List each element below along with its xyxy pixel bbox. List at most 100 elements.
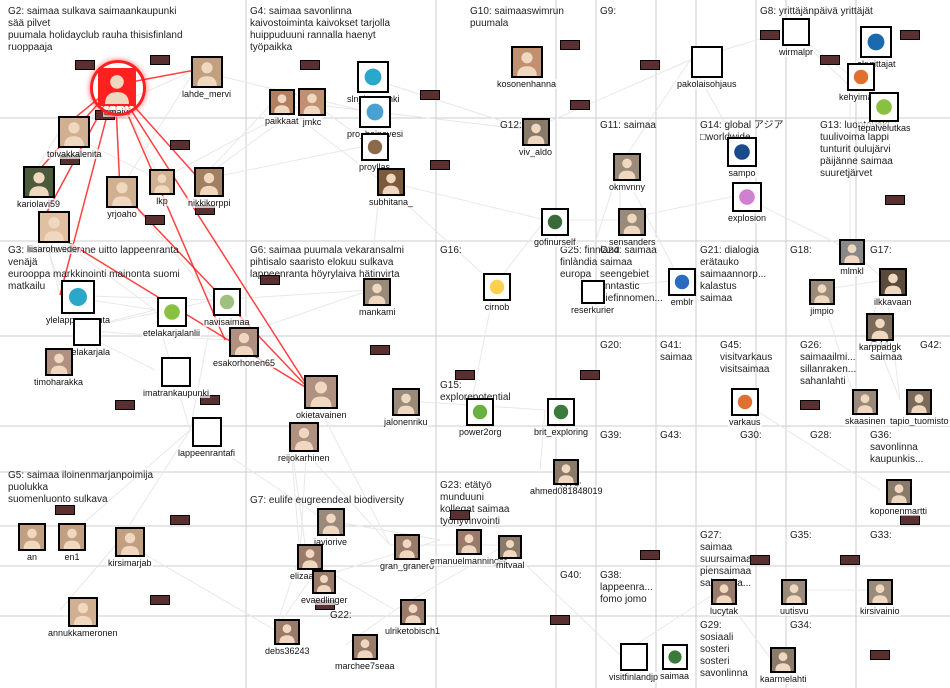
node-toivakkalenita[interactable]: toivakkalenita xyxy=(46,116,103,159)
node-label: timoharakka xyxy=(33,377,84,387)
avatar xyxy=(781,579,807,605)
node-subhitana[interactable]: subhitana_ xyxy=(368,168,414,207)
node-lkp[interactable]: lkp xyxy=(149,169,175,206)
node-reserkurier[interactable]: reserkurier xyxy=(570,280,615,315)
node-visitvarkaus[interactable]: varkaus xyxy=(728,388,762,427)
avatar xyxy=(304,375,338,409)
node-ilkkavaan[interactable]: ilkkavaan xyxy=(873,268,913,307)
node-karppadgk[interactable]: karppadgk xyxy=(858,313,902,352)
node-kirsivainio[interactable]: kirsivainio xyxy=(859,579,901,616)
node-evaedlinger[interactable]: evaedlinger xyxy=(300,570,349,605)
node-paikkaat[interactable]: paikkaat xyxy=(264,89,300,126)
node-skaasinen[interactable]: skaasinen xyxy=(844,389,887,426)
node-annukkameronen[interactable]: annukkameronen xyxy=(47,597,119,638)
node-sensanders[interactable]: sensanders xyxy=(608,208,657,247)
avatar xyxy=(68,597,98,627)
node-liisarohweder[interactable]: liisarohweder xyxy=(26,211,81,254)
node-uutisvu[interactable]: uutisvu xyxy=(779,579,810,616)
node-timoharakka[interactable]: timoharakka xyxy=(33,348,84,387)
node-cirnob[interactable]: cirnob xyxy=(483,273,511,312)
node-visitfinland[interactable]: visitfinlandjp xyxy=(608,643,659,682)
avatar xyxy=(866,313,894,341)
node-koponenmartti[interactable]: koponenmartti xyxy=(869,479,928,516)
node-reijokarhinen[interactable]: reijokarhinen xyxy=(277,422,331,463)
node-mankami[interactable]: mankami xyxy=(358,278,397,317)
node-kariolavi59[interactable]: kariolavi59 xyxy=(16,166,61,209)
node-sampo[interactable]: sampo xyxy=(727,137,757,178)
node-imatrankaupunki[interactable]: imatrankaupunki xyxy=(142,357,210,398)
node-label: kirsimarjab xyxy=(107,558,153,568)
node-explosion[interactable]: explosion xyxy=(727,182,767,223)
node-tapio_tuomisto[interactable]: tapio_tuomisto xyxy=(889,389,950,426)
mini-node xyxy=(640,60,660,70)
node-kaarmelahti[interactable]: kaarmelahti xyxy=(759,647,808,684)
node-label: uutisvu xyxy=(779,606,810,616)
node-jalonenriku[interactable]: jalonenriku xyxy=(383,388,429,427)
mini-node xyxy=(750,555,770,565)
node-gofinurself[interactable]: gofinurself xyxy=(533,208,577,247)
node-kosonenhanna[interactable]: kosonenhanna xyxy=(496,46,557,89)
avatar xyxy=(213,288,241,316)
group-label-G17: G17: xyxy=(870,245,892,257)
group-label-G23: G23: etätyö munduuni kollegat saimaa työ… xyxy=(440,480,509,528)
node-power2org[interactable]: power2org xyxy=(458,398,503,437)
group-label-G11: G11: saimaa xyxy=(600,120,656,132)
node-lucytak[interactable]: lucytak xyxy=(709,579,739,616)
node-brit_exploring[interactable]: brit_exploring xyxy=(533,398,589,437)
avatar xyxy=(361,133,389,161)
node-jimpio[interactable]: jimpio xyxy=(809,279,835,316)
node-label: imatrankaupunki xyxy=(142,388,210,398)
node-okietavainen[interactable]: okietavainen xyxy=(295,375,348,420)
node-okmvnny[interactable]: okmvnny xyxy=(608,153,646,192)
mini-node xyxy=(430,160,450,170)
node-esakorhonen65[interactable]: esakorhonen65 xyxy=(212,327,276,368)
group-label-G30: G30: xyxy=(740,430,762,442)
node-label: kirsivainio xyxy=(859,606,901,616)
group-label-G41: G41: saimaa xyxy=(660,340,692,364)
node-yrjoaho[interactable]: yrjoaho xyxy=(106,176,138,219)
node-ahmed[interactable]: ahmed081848019 xyxy=(529,459,604,496)
mini-node xyxy=(885,195,905,205)
node-nikkikorppi[interactable]: nikkikorppi xyxy=(187,167,232,208)
node-jmkc[interactable]: jmkc xyxy=(298,88,326,127)
node-pakolaisohjaus[interactable]: pakolaisohjaus xyxy=(676,46,738,89)
node-label: wirmalpr xyxy=(778,47,814,57)
node-navisaimaa[interactable]: navisaimaa xyxy=(203,288,251,327)
node-lahde_mervi[interactable]: lahde_mervi xyxy=(181,56,232,99)
node-marchee7seaa[interactable]: marchee7seaa xyxy=(334,634,396,671)
avatar xyxy=(668,268,696,296)
node-kirsimarjab[interactable]: kirsimarjab xyxy=(107,527,153,568)
node-proyllas[interactable]: proyllas xyxy=(358,133,391,172)
avatar xyxy=(106,176,138,208)
node-label: viv_aldo xyxy=(518,147,553,157)
node-debs36243[interactable]: debs36243 xyxy=(264,619,311,656)
avatar xyxy=(886,479,912,505)
avatar xyxy=(73,318,101,346)
node-ulriketobisch1[interactable]: ulriketobisch1 xyxy=(384,599,441,636)
avatar xyxy=(662,644,688,670)
node-label: lahde_mervi xyxy=(181,89,232,99)
node-saimaa_logo[interactable]: saimaa xyxy=(659,644,690,681)
node-wirmalpr[interactable]: wirmalpr xyxy=(778,18,814,57)
mini-node xyxy=(150,55,170,65)
node-etelakarjalanlii[interactable]: etelakarjalanlii xyxy=(142,297,201,338)
node-anon2[interactable]: en1 xyxy=(58,523,86,562)
node-anon1[interactable]: an xyxy=(18,523,46,562)
node-gran_granero[interactable]: gran_granero xyxy=(379,534,435,571)
group-label-G7: G7: eulife eugreendeal biodiversity xyxy=(250,495,404,507)
node-tepalvelutkas[interactable]: tepalvelutkas xyxy=(857,92,912,133)
avatar xyxy=(61,280,95,314)
node-javiorive[interactable]: javiorive xyxy=(313,508,348,547)
mini-node xyxy=(800,400,820,410)
node-label: nikkikorppi xyxy=(187,198,232,208)
node-label: varkaus xyxy=(728,417,762,427)
node-mlmkl[interactable]: mlmkl xyxy=(839,239,865,276)
group-label-G9: G9: xyxy=(600,6,616,18)
node-mitvaal[interactable]: mitvaal xyxy=(495,535,526,570)
node-viv_aldo[interactable]: viv_aldo xyxy=(518,118,553,157)
avatar xyxy=(161,357,191,387)
avatar xyxy=(191,56,223,88)
node-lappeenrantafi[interactable]: lappeenrantafi xyxy=(177,417,236,458)
avatar xyxy=(297,544,323,570)
node-emblr[interactable]: emblr xyxy=(668,268,696,307)
